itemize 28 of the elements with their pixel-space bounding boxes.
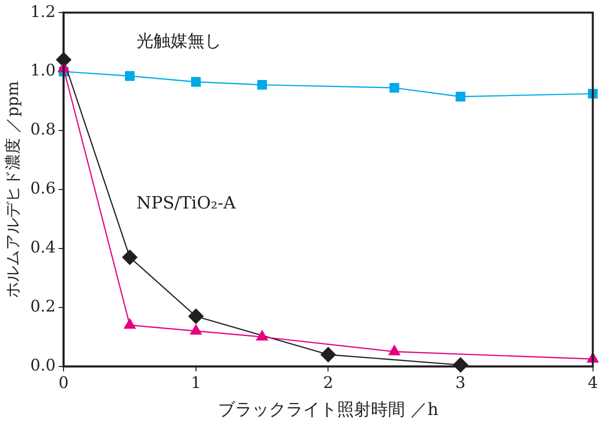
point xyxy=(124,71,135,81)
x-tick-label: 0 xyxy=(58,373,69,392)
point xyxy=(390,82,400,93)
x-axis-title: ブラックライト照射時間 ／h xyxy=(218,400,438,420)
point xyxy=(191,77,201,87)
y-tick-label: 0.8 xyxy=(30,120,56,139)
y-tick-label: 0.4 xyxy=(30,238,56,257)
series-label: 光触媒無し xyxy=(136,32,222,52)
y-tick-label: 0.6 xyxy=(30,178,56,198)
x-tick-label: 3 xyxy=(455,373,466,392)
point xyxy=(188,308,204,324)
point xyxy=(122,250,138,265)
point xyxy=(190,324,202,335)
x-tick-label: 4 xyxy=(588,373,598,392)
point xyxy=(124,318,136,329)
y-tick-label: 0.2 xyxy=(30,296,56,316)
point xyxy=(257,80,267,90)
point xyxy=(388,345,400,356)
point xyxy=(320,347,336,362)
x-tick-label: 2 xyxy=(323,373,334,392)
series-label: NPS/TiO₂-A xyxy=(136,194,236,214)
point xyxy=(256,330,268,341)
x-tick-label: 1 xyxy=(190,373,202,392)
point xyxy=(456,92,466,102)
y-tick-label: 1.2 xyxy=(30,2,56,21)
y-tick-label: 0.0 xyxy=(30,356,56,375)
y-tick-label: 1.0 xyxy=(30,60,56,80)
y-axis-title: ホルムアルデヒド濃度 ／ppm xyxy=(2,81,22,298)
